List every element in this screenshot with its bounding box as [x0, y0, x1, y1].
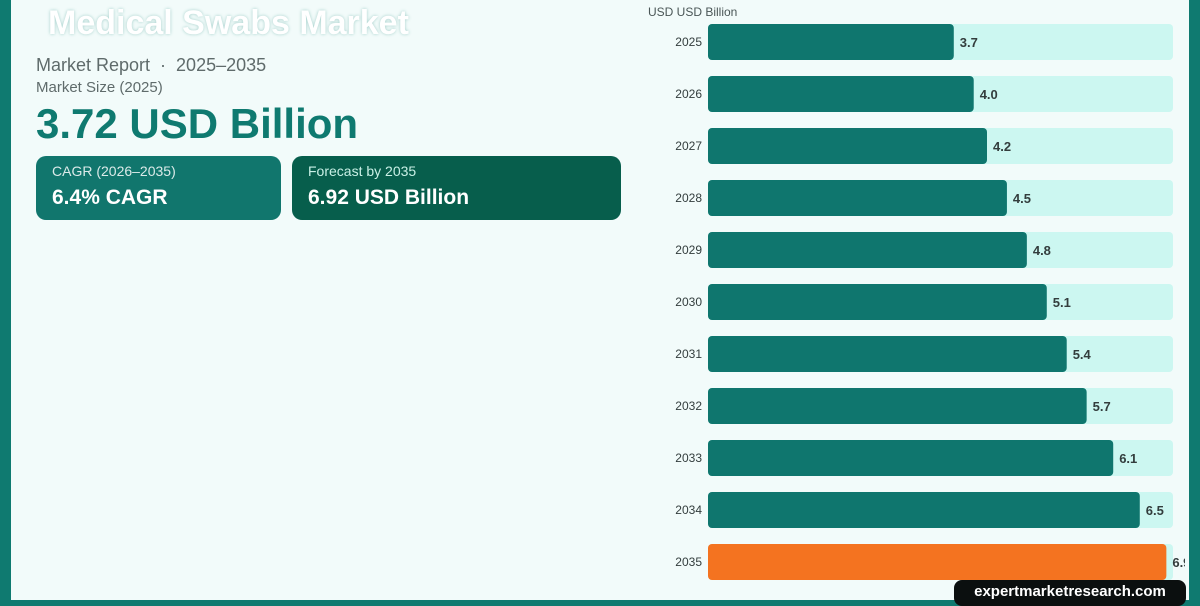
- value-label: 4.8: [1033, 243, 1051, 258]
- cagr-value: 6.4% CAGR: [52, 186, 168, 209]
- forecast-label: Forecast by 2035: [308, 163, 417, 179]
- report-period: 2025–2035: [176, 55, 267, 75]
- market-size-label: Market Size (2025): [36, 79, 163, 96]
- category-label: 2025: [675, 35, 702, 49]
- watermark: expertmarketresearch.com: [954, 580, 1186, 606]
- bar: [708, 336, 1067, 372]
- value-label: 4.2: [993, 139, 1011, 154]
- value-label: 4.0: [980, 87, 998, 102]
- bar-chart: USD USD Billion 2025 3.7 2026 4.0 2027 4.2 2028…: [648, 5, 1185, 580]
- report-label: Market Report: [36, 55, 151, 75]
- value-label: 5.4: [1073, 347, 1092, 362]
- bar: [708, 180, 1007, 216]
- forecast-value: 6.92 USD Billion: [308, 186, 470, 209]
- value-label: 6.9: [1172, 555, 1185, 570]
- bar: [708, 232, 1027, 268]
- cagr-label: CAGR (2026–2035): [52, 163, 176, 179]
- forecast-card: Forecast by 2035 6.92 USD Billion: [292, 156, 621, 220]
- unit-label: USD USD Billion: [648, 5, 737, 19]
- category-label: 2029: [675, 243, 702, 257]
- report-subtitle: Market Report · 2025–2035: [36, 55, 266, 76]
- category-label: 2027: [675, 139, 702, 153]
- bar: [708, 128, 987, 164]
- category-label: 2026: [675, 87, 702, 101]
- bar: [708, 492, 1140, 528]
- value-label: 6.5: [1146, 503, 1164, 518]
- value-label: 4.5: [1013, 191, 1031, 206]
- bar: [708, 284, 1047, 320]
- category-label: 2028: [675, 191, 702, 205]
- category-label: 2034: [675, 503, 702, 517]
- category-label: 2032: [675, 399, 702, 413]
- value-label: 5.1: [1053, 295, 1071, 310]
- value-label: 5.7: [1093, 399, 1111, 414]
- bar: [708, 440, 1114, 476]
- bar: [708, 388, 1087, 424]
- separator: ·: [160, 55, 167, 75]
- category-label: 2030: [675, 295, 702, 309]
- cagr-card: CAGR (2026–2035) 6.4% CAGR: [36, 156, 281, 220]
- page-title: Medical Swabs Market: [48, 4, 409, 42]
- bar: [708, 24, 954, 60]
- value-label: 3.7: [960, 35, 978, 50]
- bar: [708, 544, 1167, 580]
- category-label: 2035: [675, 555, 702, 569]
- bar: [708, 76, 974, 112]
- market-size-value: 3.72 USD Billion: [36, 100, 359, 147]
- category-label: 2033: [675, 451, 702, 465]
- category-label: 2031: [675, 347, 702, 361]
- value-label: 6.1: [1119, 451, 1137, 466]
